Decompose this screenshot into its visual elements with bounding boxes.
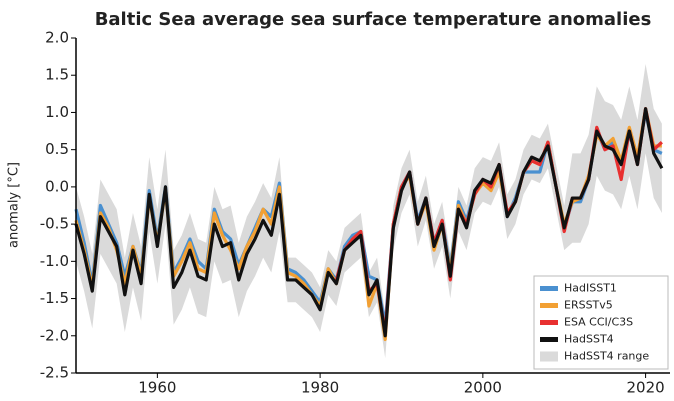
y-axis-label: anomaly [°C] (7, 162, 22, 248)
chart-title: Baltic Sea average sea surface temperatu… (95, 9, 652, 30)
legend-label: HadISST1 (564, 282, 617, 295)
y-tick-label: -1.5 (40, 289, 69, 307)
x-tick-label: 2020 (626, 379, 664, 397)
legend-label: HadSST4 range (564, 350, 649, 363)
x-tick-label: 1960 (138, 379, 176, 397)
y-tick-label: 2.0 (45, 29, 69, 47)
y-tick-label: 0.5 (45, 140, 69, 158)
y-tick-label: 0.0 (45, 177, 69, 195)
series-line (74, 107, 664, 338)
y-tick-label: 1.0 (45, 103, 69, 121)
y-tick-label: -2.5 (40, 364, 69, 382)
y-tick-label: -0.5 (40, 215, 69, 233)
legend-swatch (540, 351, 558, 362)
y-tick-label: 1.5 (45, 66, 69, 84)
y-tick-label: -2.0 (40, 326, 69, 344)
legend-label: HadSST4 (564, 333, 614, 346)
x-tick-label: 1980 (301, 379, 339, 397)
x-tick-label: 2000 (464, 379, 502, 397)
y-tick-label: -1.0 (40, 252, 69, 270)
legend-label: ESA CCI/C3S (564, 316, 633, 329)
legend: HadISST1 ERSSTv5 ESA CCI/C3S HadSST4 HadSST4… (533, 275, 669, 370)
legend-label: ERSSTv5 (564, 299, 613, 312)
